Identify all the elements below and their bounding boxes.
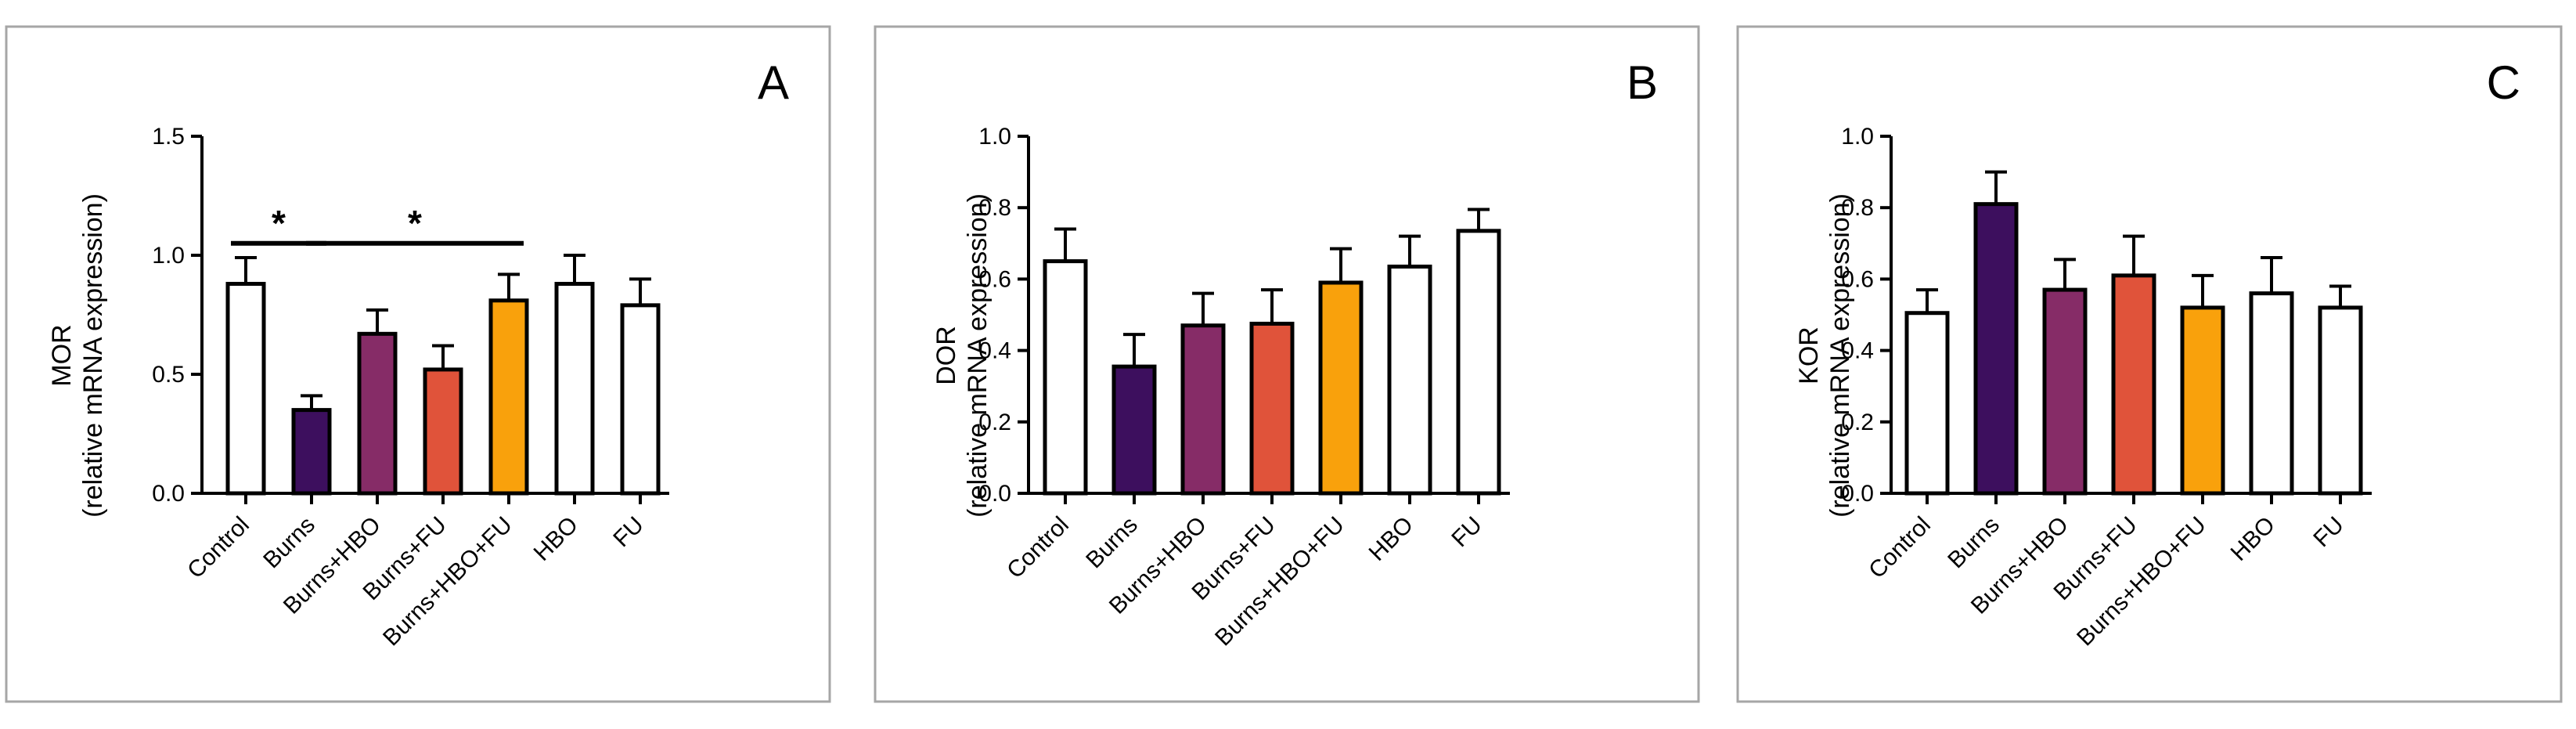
y-axis-title: DOR — [931, 326, 961, 385]
x-tick-label: Burns — [258, 512, 320, 574]
panel-b: B DOR (relative mRNA expression) 0.0 0.2 0… — [874, 25, 1700, 703]
bar-control — [1043, 259, 1088, 496]
x-tick-label: Burns — [1081, 512, 1143, 574]
panel-a: A MOR (relative mRNA expression) 0.0 0.5 1… — [5, 25, 831, 703]
x-tick-label: HBO — [2226, 512, 2280, 566]
bar-hbo — [1387, 264, 1432, 496]
x-tick-label: HBO — [529, 512, 583, 566]
bar-fu — [2318, 305, 2363, 496]
y-axis-title: KOR — [1794, 327, 1824, 384]
bar-hbo — [2249, 291, 2294, 496]
y-axis-subtitle: (relative mRNA expression) — [963, 193, 993, 518]
y-tick-label: 0.0 — [978, 481, 1011, 507]
bar-burns-hbo-fu — [1318, 280, 1364, 496]
panel-letter: C — [2487, 56, 2520, 109]
x-tick-label: FU — [1447, 512, 1487, 553]
y-tick-label: 0.2 — [1841, 410, 1874, 435]
x-tick-label: Control — [1864, 512, 1936, 584]
x-tick-label: Burns+HBO+FU — [2072, 512, 2211, 651]
bar-burns — [291, 408, 332, 496]
y-tick-label: 0.0 — [152, 481, 185, 507]
bar-burns-fu — [1249, 321, 1295, 496]
panel-letter: B — [1627, 56, 1658, 109]
bar-control — [1904, 311, 1950, 496]
y-axis-title: MOR — [47, 324, 77, 386]
bar-burns — [1973, 202, 2019, 496]
y-axis-subtitle: (relative mRNA expression) — [1825, 193, 1855, 518]
y-axis-subtitle: (relative mRNA expression) — [78, 193, 108, 518]
y-tick-label: 1.0 — [152, 243, 185, 269]
bar-hbo — [554, 281, 595, 496]
y-tick-label: 0.6 — [978, 266, 1011, 292]
bar-burns-fu — [423, 367, 463, 496]
panel-c: C KOR (relative mRNA expression) 0.0 0.2 0… — [1736, 25, 2563, 703]
x-tick-label: Control — [1002, 512, 1074, 584]
y-tick-label: 0.2 — [978, 410, 1011, 435]
significance-star: * — [408, 203, 422, 244]
x-tick-label: FU — [2308, 512, 2349, 553]
panel-frame — [874, 25, 1700, 703]
panel-frame — [5, 25, 831, 703]
x-tick-label: FU — [608, 512, 649, 553]
bar-burns-hbo — [2042, 287, 2088, 496]
bar-fu — [620, 303, 661, 496]
x-tick-label: Burns — [1943, 512, 2005, 574]
y-tick-label: 0.4 — [1841, 338, 1874, 364]
bar-burns-hbo — [1180, 323, 1226, 496]
x-tick-label: Burns+HBO+FU — [1210, 512, 1349, 651]
y-tick-label: 1.0 — [1841, 124, 1874, 150]
bar-burns-fu — [2111, 273, 2156, 496]
y-tick-label: 0.8 — [978, 195, 1011, 221]
y-tick-label: 0.0 — [1841, 481, 1874, 507]
significance-star: * — [272, 203, 286, 244]
bar-burns-hbo — [357, 331, 398, 496]
panel-frame — [1736, 25, 2563, 703]
y-tick-label: 1.5 — [152, 124, 185, 150]
panel-letter: A — [758, 56, 789, 109]
bar-burns — [1111, 364, 1157, 496]
x-tick-label: HBO — [1364, 512, 1418, 566]
bar-fu — [1456, 229, 1501, 496]
y-tick-label: 0.8 — [1841, 195, 1874, 221]
bar-control — [225, 281, 266, 496]
y-tick-label: 0.6 — [1841, 266, 1874, 292]
y-tick-label: 0.5 — [152, 362, 185, 388]
y-tick-label: 0.4 — [978, 338, 1011, 364]
x-tick-label: Control — [182, 512, 254, 584]
bar-burns-hbo-fu — [2180, 305, 2225, 496]
bar-burns-hbo-fu — [488, 298, 529, 496]
y-tick-label: 1.0 — [978, 124, 1011, 150]
